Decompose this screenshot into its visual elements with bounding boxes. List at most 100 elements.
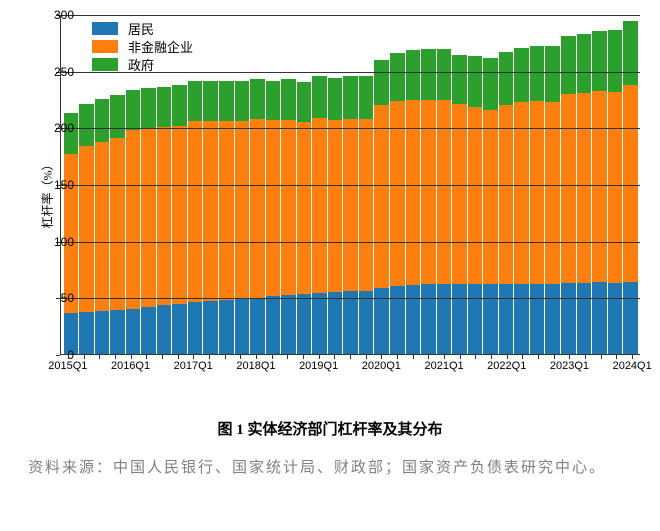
bar-segment-居民 (359, 291, 374, 354)
xtick-label: 2022Q1 (487, 360, 526, 372)
xtick-mark (162, 355, 163, 359)
xtick-mark (225, 355, 226, 359)
bar-segment-居民 (328, 292, 343, 354)
bar-segment-居民 (110, 310, 125, 354)
gridline (61, 128, 640, 129)
xtick-mark (319, 355, 320, 359)
bar-segment-非金融企业 (452, 104, 467, 284)
bar-segment-非金融企业 (126, 130, 141, 309)
xtick-mark (569, 355, 570, 359)
xtick-mark (350, 355, 351, 359)
bar-segment-非金融企业 (608, 92, 623, 283)
xtick-mark (178, 355, 179, 359)
xtick-mark (68, 355, 69, 359)
xtick-mark (272, 355, 273, 359)
bar-segment-非金融企业 (297, 122, 312, 294)
bar-segment-非金融企业 (281, 120, 296, 295)
xtick-mark (538, 355, 539, 359)
bar-segment-非金融企业 (483, 110, 498, 284)
xtick-mark (507, 355, 508, 359)
bar-segment-政府 (452, 55, 467, 105)
bar-segment-居民 (545, 284, 560, 354)
bar-segment-非金融企业 (79, 146, 94, 312)
bar-segment-非金融企业 (577, 93, 592, 283)
xtick-label: 2018Q1 (236, 360, 275, 372)
bar-segment-非金融企业 (468, 107, 483, 284)
bar-segment-居民 (79, 312, 94, 354)
figure-caption: 图 1 实体经济部门杠杆率及其分布 (0, 418, 660, 439)
bar-segment-政府 (406, 50, 421, 100)
bar-segment-居民 (235, 299, 250, 354)
bar-segment-非金融企业 (141, 128, 156, 307)
bar-segment-居民 (452, 284, 467, 354)
bar-segment-政府 (530, 46, 545, 101)
ytick-label: 100 (34, 235, 74, 249)
bar-segment-政府 (374, 60, 389, 105)
legend-label: 居民 (128, 19, 154, 38)
bar-segment-政府 (561, 36, 576, 94)
gridline (61, 185, 640, 186)
bar-segment-非金融企业 (250, 119, 265, 298)
bar-segment-政府 (623, 21, 638, 85)
legend: 居民非金融企业政府 (92, 19, 193, 74)
bar-segment-居民 (421, 284, 436, 354)
xtick-label: 2024Q1 (613, 360, 652, 372)
bar-segment-政府 (281, 79, 296, 120)
bar-segment-政府 (421, 49, 436, 100)
bar-segment-居民 (172, 304, 187, 354)
bar-segment-政府 (235, 81, 250, 122)
legend-item: 居民 (92, 20, 193, 37)
xtick-mark (240, 355, 241, 359)
bar-segment-居民 (623, 282, 638, 354)
legend-swatch (92, 58, 118, 71)
bar-segment-政府 (577, 34, 592, 93)
ytick-label: 300 (34, 8, 74, 22)
xtick-mark (444, 355, 445, 359)
bar-segment-居民 (468, 284, 483, 354)
bar-segment-政府 (468, 56, 483, 107)
bar-segment-非金融企业 (235, 121, 250, 298)
bar-segment-非金融企业 (499, 105, 514, 284)
bar-segment-居民 (188, 302, 203, 354)
xtick-label: 2019Q1 (299, 360, 338, 372)
bar-segment-居民 (141, 307, 156, 354)
bar-segment-非金融企业 (374, 105, 389, 288)
bar-segment-政府 (141, 88, 156, 128)
bar-segment-政府 (219, 81, 234, 122)
xtick-mark (632, 355, 633, 359)
bar-segment-居民 (499, 284, 514, 354)
bar-segment-政府 (390, 53, 405, 100)
legend-swatch (92, 22, 118, 35)
bar-segment-非金融企业 (266, 120, 281, 296)
bar-segment-居民 (281, 295, 296, 354)
ytick-label: 50 (34, 291, 74, 305)
xtick-mark (413, 355, 414, 359)
bar-segment-政府 (312, 76, 327, 118)
bar-segment-居民 (514, 284, 529, 354)
bar-segment-非金融企业 (592, 91, 607, 282)
bar-segment-政府 (514, 48, 529, 102)
xtick-label: 2023Q1 (550, 360, 589, 372)
xtick-mark (209, 355, 210, 359)
xtick-mark (491, 355, 492, 359)
xtick-mark (397, 355, 398, 359)
xtick-mark (522, 355, 523, 359)
bar-segment-政府 (343, 76, 358, 119)
xtick-label: 2017Q1 (174, 360, 213, 372)
bar-segment-非金融企业 (561, 94, 576, 283)
bar-segment-政府 (110, 95, 125, 138)
bar-segment-政府 (328, 78, 343, 120)
xtick-mark (193, 355, 194, 359)
bar-segment-政府 (95, 99, 110, 142)
bar-segment-政府 (188, 81, 203, 122)
bar-segment-居民 (157, 305, 172, 354)
legend-item: 政府 (92, 56, 193, 73)
xtick-mark (287, 355, 288, 359)
xtick-mark (475, 355, 476, 359)
xtick-mark (115, 355, 116, 359)
xtick-label: 2015Q1 (48, 360, 87, 372)
xtick-label: 2020Q1 (362, 360, 401, 372)
bar-segment-居民 (266, 296, 281, 354)
xtick-mark (601, 355, 602, 359)
source-line: 资料来源：中国人民银行、国家统计局、财政部；国家资产负债表研究中心。 (28, 452, 632, 485)
